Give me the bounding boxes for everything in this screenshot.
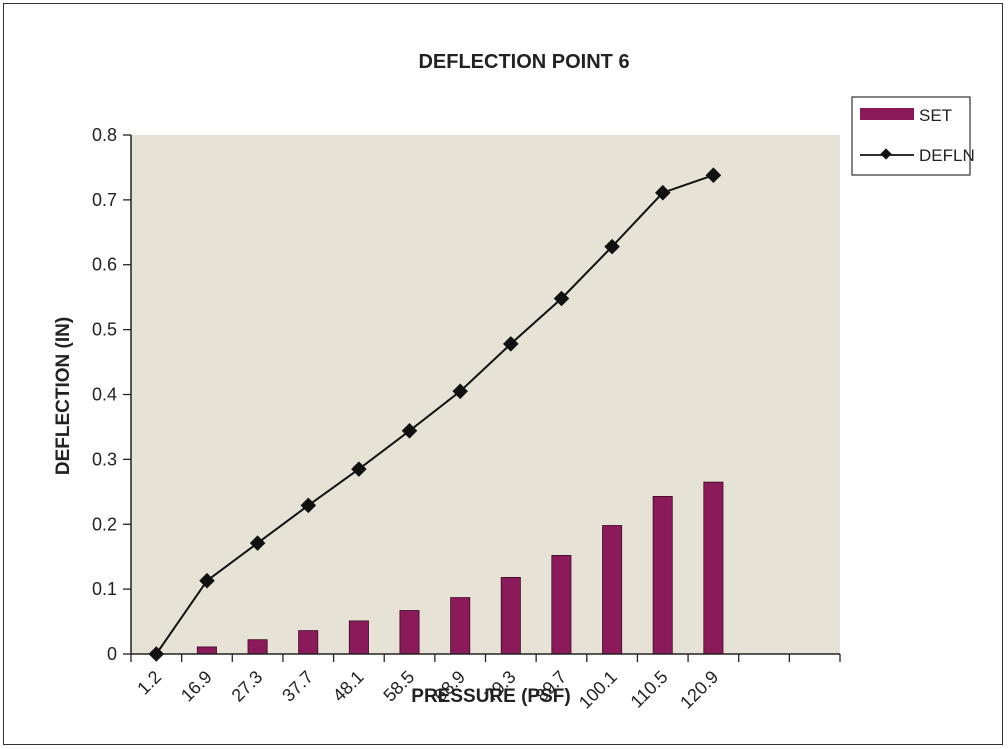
set-bar (298, 630, 319, 655)
legend-defln-label: DEFLN (919, 146, 975, 165)
y-tick-label: 0.2 (92, 514, 117, 534)
y-tick-label: 0.8 (92, 125, 117, 145)
x-tick-label: 120.9 (676, 667, 722, 713)
y-tick-label: 0.4 (92, 385, 117, 405)
set-bar (348, 620, 369, 655)
y-tick-label: 0.1 (92, 579, 117, 599)
x-tick-label: 110.5 (627, 667, 672, 712)
x-tick-label: 1.2 (133, 667, 165, 699)
legend-defln-marker (880, 148, 892, 160)
legend-set-label: SET (919, 106, 952, 125)
chart-title: DEFLECTION POINT 6 (418, 51, 629, 73)
set-bar (551, 555, 572, 655)
set-bar (500, 577, 521, 655)
x-tick-label: 27.3 (228, 667, 267, 706)
set-bar (399, 610, 420, 655)
set-bar (247, 639, 268, 655)
y-tick-label: 0.5 (92, 320, 117, 340)
x-tick-label: 16.9 (177, 667, 216, 706)
chart-frame: DEFLECTION POINT 6 0 0.1 0.2 0.3 0.4 0.5 0.6 0.… (3, 3, 1003, 745)
set-bar (652, 495, 673, 655)
plot-area (131, 135, 840, 654)
x-tick-label: 37.7 (278, 667, 317, 706)
x-axis-label: PRESSURE (PSF) (411, 686, 570, 707)
defln-point (604, 238, 620, 255)
defln-point (705, 167, 722, 183)
x-tick-label: 48.1 (329, 667, 368, 706)
legend: SET DEFLN (851, 96, 975, 176)
x-tick-label: 100.1 (575, 667, 621, 713)
y-tick-label: 0.3 (92, 449, 117, 469)
y-tick-label: 0 (107, 644, 117, 664)
defln-point (655, 184, 671, 201)
chart: DEFLECTION POINT 6 0 0.1 0.2 0.3 0.4 0.5 0.6 0.… (53, 51, 975, 713)
legend-set-swatch (860, 108, 914, 120)
set-bar (196, 646, 217, 655)
y-tick-label: 0.6 (92, 255, 117, 275)
y-axis-label: DEFLECTION (IN) (53, 317, 74, 475)
set-bar (602, 525, 623, 655)
set-bar (703, 481, 724, 655)
defln-point (199, 572, 215, 589)
y-tick-label: 0.7 (92, 190, 117, 210)
defln-line (155, 174, 714, 655)
defln-point (148, 646, 165, 662)
set-bar (450, 597, 471, 655)
